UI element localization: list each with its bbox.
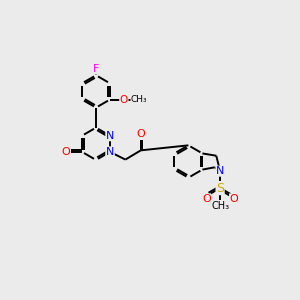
Text: O: O — [202, 194, 211, 204]
Text: S: S — [216, 182, 224, 195]
Text: CH₃: CH₃ — [211, 201, 229, 211]
Text: N: N — [106, 147, 114, 157]
Text: N: N — [216, 166, 224, 176]
Text: O: O — [61, 147, 70, 157]
Text: O: O — [230, 194, 238, 204]
Text: O: O — [120, 94, 128, 104]
Text: CH₃: CH₃ — [131, 95, 148, 104]
Text: O: O — [136, 129, 145, 139]
Text: N: N — [106, 131, 114, 141]
Text: F: F — [93, 64, 99, 74]
